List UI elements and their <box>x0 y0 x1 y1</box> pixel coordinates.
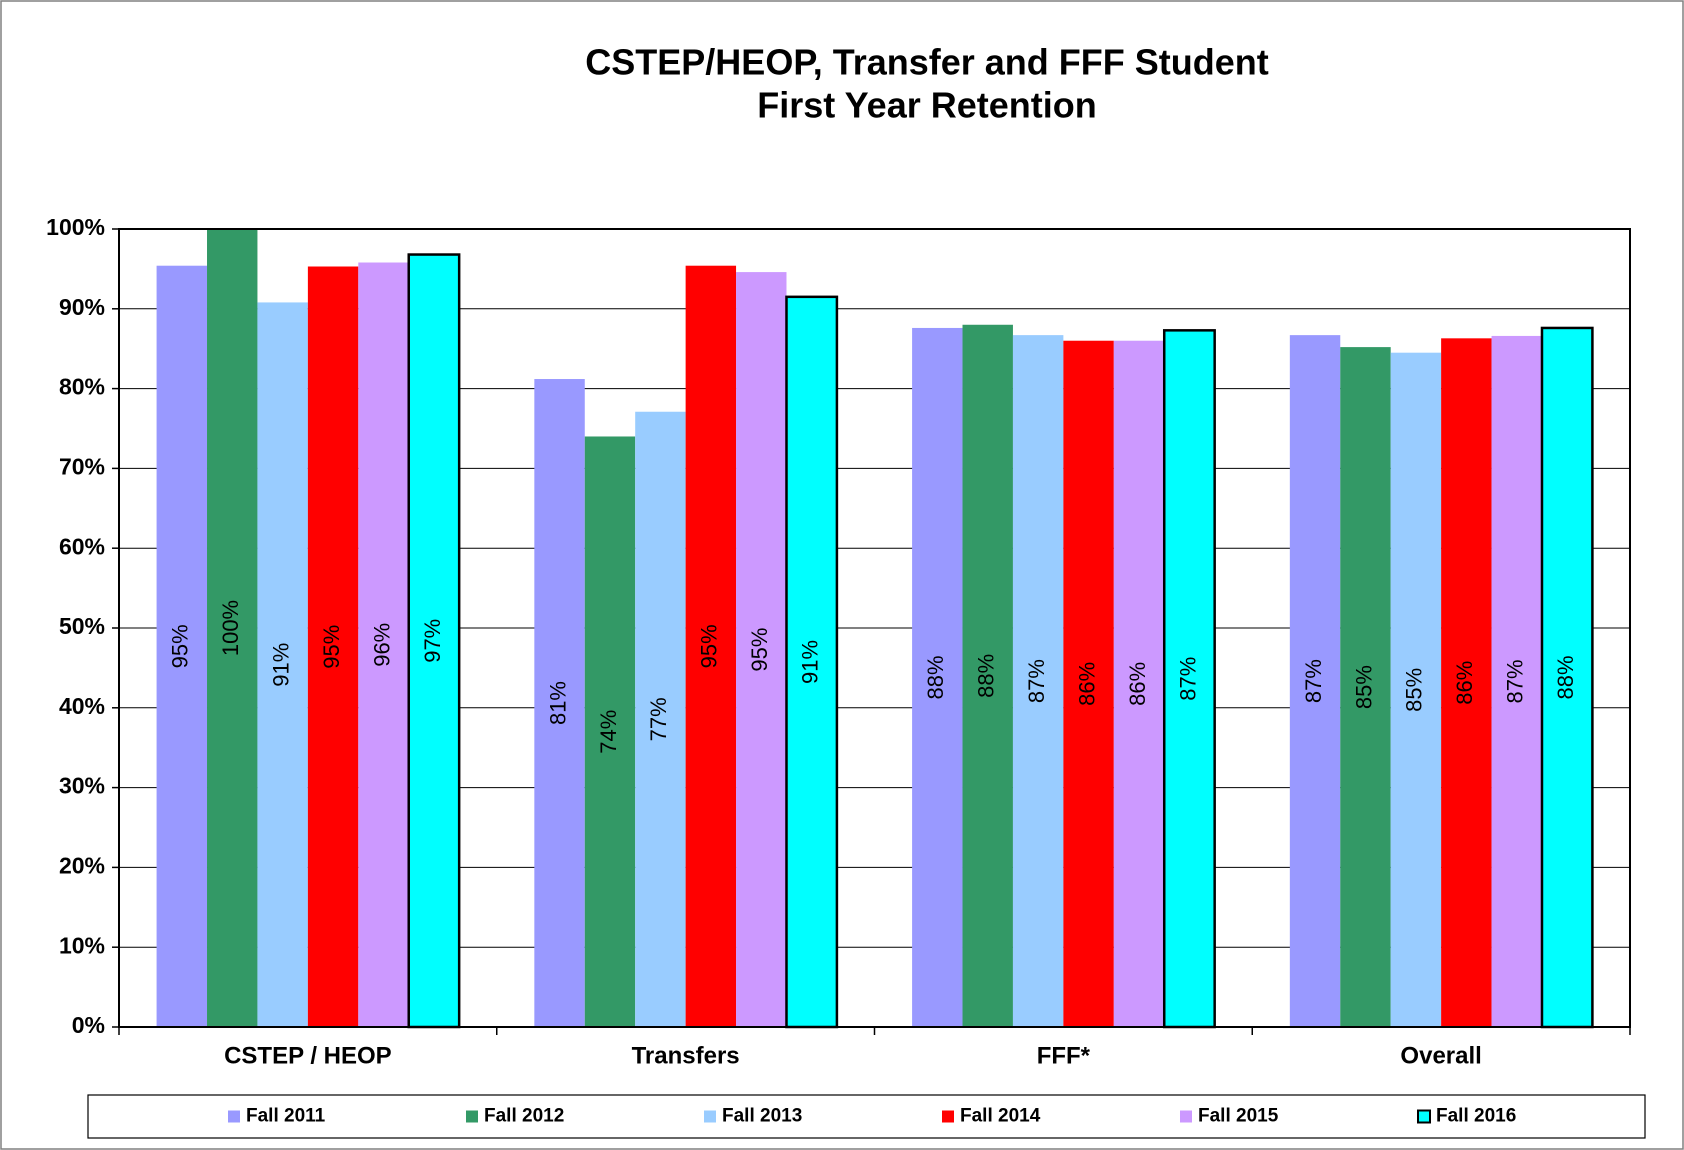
value-label: 88% <box>923 655 948 699</box>
x-tick-label: Transfers <box>632 1042 740 1069</box>
value-label: 85% <box>1402 668 1427 712</box>
y-tick-label: 0% <box>72 1012 105 1038</box>
y-tick-label: 20% <box>59 852 105 878</box>
value-label: 95% <box>168 624 193 668</box>
x-tick-label: Overall <box>1400 1042 1481 1069</box>
x-tick-label: CSTEP / HEOP <box>224 1042 392 1069</box>
chart-title: CSTEP/HEOP, Transfer and FFF Student <box>585 42 1268 83</box>
bar <box>584 436 636 1028</box>
legend-label: Fall 2013 <box>722 1106 802 1127</box>
value-label: 95% <box>697 624 722 668</box>
legend-label: Fall 2015 <box>1198 1106 1279 1127</box>
bar <box>1441 338 1492 1027</box>
value-label: 88% <box>1553 655 1578 699</box>
bar <box>1390 352 1442 1027</box>
legend-swatch <box>228 1110 240 1123</box>
y-tick-label: 90% <box>59 294 105 320</box>
value-label: 86% <box>1125 662 1150 706</box>
value-label: 95% <box>747 628 772 672</box>
y-tick-label: 40% <box>59 693 105 719</box>
value-label: 100% <box>218 600 243 656</box>
legend-swatch <box>1180 1110 1192 1123</box>
value-label: 74% <box>596 710 621 754</box>
y-tick-label: 50% <box>59 613 105 639</box>
value-label: 91% <box>798 640 823 684</box>
value-label: 91% <box>268 643 293 687</box>
value-label: 86% <box>1074 662 1099 706</box>
y-tick-label: 100% <box>46 214 105 240</box>
bar <box>962 324 1013 1027</box>
value-label: 95% <box>319 625 344 669</box>
bar <box>635 411 686 1027</box>
y-tick-label: 30% <box>59 773 105 799</box>
legend-label: Fall 2016 <box>1436 1106 1516 1127</box>
legend-label: Fall 2012 <box>484 1106 564 1127</box>
value-label: 77% <box>646 697 671 741</box>
legend-swatch <box>704 1110 716 1123</box>
bar <box>1012 335 1064 1027</box>
bar <box>156 265 208 1027</box>
bar <box>736 272 787 1027</box>
value-label: 86% <box>1452 661 1477 705</box>
x-tick-label: FFF* <box>1037 1042 1091 1069</box>
chart-subtitle: First Year Retention <box>757 85 1096 126</box>
legend-label: Fall 2011 <box>246 1106 326 1127</box>
bar <box>1540 326 1594 1029</box>
value-label: 97% <box>420 619 445 663</box>
value-label: 87% <box>1175 657 1200 701</box>
bar <box>1063 340 1114 1028</box>
legend-swatch <box>942 1110 954 1123</box>
value-label: 87% <box>1301 659 1326 703</box>
y-tick-label: 10% <box>59 932 105 958</box>
legend-label: Fall 2014 <box>960 1106 1041 1127</box>
y-tick-label: 80% <box>59 374 105 400</box>
bar <box>207 229 258 1027</box>
y-tick-label: 60% <box>59 533 105 559</box>
legend-swatch <box>466 1110 478 1123</box>
bar <box>785 295 839 1029</box>
value-label: 81% <box>545 681 570 725</box>
legend-box <box>87 1094 1646 1139</box>
legend-swatch <box>1417 1109 1431 1124</box>
value-label: 88% <box>974 654 999 698</box>
bar <box>1340 347 1391 1027</box>
value-label: 85% <box>1351 665 1376 709</box>
bar <box>1113 340 1165 1028</box>
bar <box>685 265 737 1027</box>
value-label: 87% <box>1024 659 1049 703</box>
bar <box>257 302 308 1027</box>
bar <box>534 379 585 1027</box>
y-tick-label: 70% <box>59 453 105 479</box>
bar <box>358 262 409 1027</box>
bar <box>912 327 963 1027</box>
value-label: 96% <box>369 623 394 667</box>
value-label: 87% <box>1503 659 1528 703</box>
bar <box>307 266 359 1028</box>
bar <box>1491 335 1542 1027</box>
bar <box>1289 335 1341 1027</box>
